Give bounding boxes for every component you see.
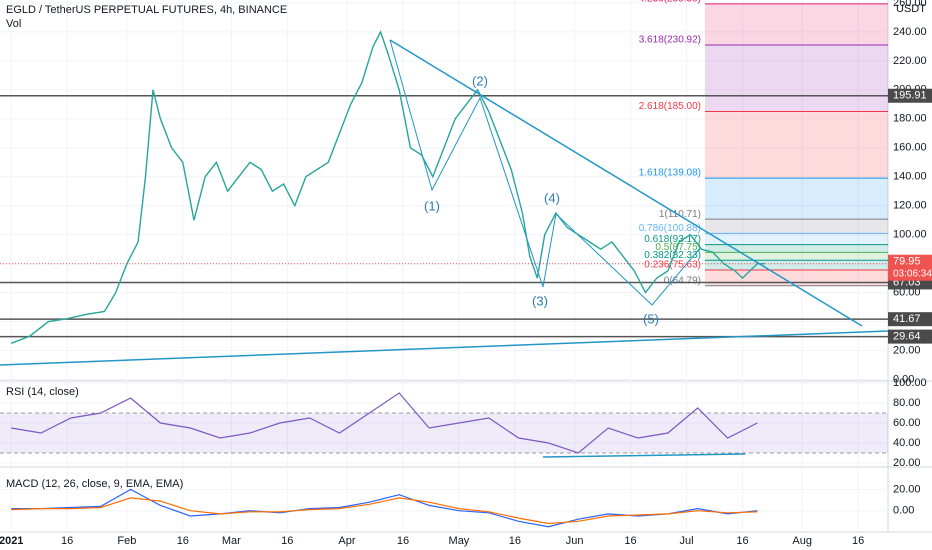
x-tick-label: Feb xyxy=(117,535,136,547)
x-tick-label: 16 xyxy=(397,535,409,547)
y-tick-label: 160.00 xyxy=(893,142,927,154)
fib-label: 1.618(139.08) xyxy=(639,168,701,179)
y-tick-label: 20.00 xyxy=(893,483,921,495)
rsi-band xyxy=(0,413,888,453)
level-label: 41.67 xyxy=(893,313,921,325)
y-tick-label: 100.00 xyxy=(893,229,927,241)
fib-zone xyxy=(705,45,888,112)
level-tag xyxy=(888,312,932,327)
x-tick-label: 16 xyxy=(509,535,521,547)
y-tick-label: 0.00 xyxy=(893,505,914,517)
wave-label: (5) xyxy=(643,311,659,326)
x-tick-label: 16 xyxy=(624,535,636,547)
y-tick-label: 120.00 xyxy=(893,200,927,212)
x-tick-label: 16 xyxy=(177,535,189,547)
level-label: 29.64 xyxy=(893,331,921,343)
y-tick-label: 180.00 xyxy=(893,113,927,125)
y-tick-label: 40.00 xyxy=(893,437,921,449)
x-tick-label: 2021 xyxy=(0,535,23,547)
y-tick-label: 60.00 xyxy=(893,287,921,299)
y-tick-label: 260.00 xyxy=(893,0,927,9)
fib-label: 1(110.71) xyxy=(659,209,701,220)
y-tick-label: 80.00 xyxy=(893,397,921,409)
wave-label: (1) xyxy=(424,198,440,213)
price-line xyxy=(10,30,765,344)
y-tick-label: 60.00 xyxy=(893,417,921,429)
fib-zone xyxy=(705,178,888,220)
y-tick-label: 240.00 xyxy=(893,26,927,38)
x-tick-label: Aug xyxy=(792,535,812,547)
x-tick-label: 16 xyxy=(736,535,748,547)
fib-zone xyxy=(705,260,888,270)
fib-zone xyxy=(705,233,888,245)
x-tick-label: Apr xyxy=(338,535,355,547)
level-tag xyxy=(888,329,932,344)
fib-zone xyxy=(705,252,888,261)
x-tick-label: Jun xyxy=(566,535,584,547)
level-label: 195.91 xyxy=(893,90,927,102)
trendline xyxy=(0,330,889,366)
level-tag xyxy=(888,88,932,103)
fib-zone xyxy=(705,111,888,179)
last-price-label: 79.95 xyxy=(893,256,921,268)
chart-title: EGLD / TetherUS PERPETUAL FUTURES, 4h, B… xyxy=(6,4,287,16)
trendline xyxy=(389,39,863,327)
fib-label: 0.236(75.63) xyxy=(644,260,701,271)
y-tick-label: 0.00 xyxy=(893,373,914,385)
fib-zone xyxy=(705,3,888,46)
y-tick-label: 100.00 xyxy=(893,377,927,389)
x-tick-label: 16 xyxy=(852,535,864,547)
rsi-title: RSI (14, close) xyxy=(6,386,79,398)
x-tick-label: 16 xyxy=(281,535,293,547)
y-tick-label: 220.00 xyxy=(893,55,927,67)
fib-zone xyxy=(705,219,888,234)
y-tick-label: 20.00 xyxy=(893,457,921,469)
x-tick-label: Jul xyxy=(679,535,693,547)
x-tick-label: Mar xyxy=(222,535,241,547)
countdown: 03:06:34 xyxy=(893,268,932,279)
y-tick-label: 20.00 xyxy=(893,344,921,356)
y-tick-label: 140.00 xyxy=(893,171,927,183)
wave-label: (2) xyxy=(472,73,488,88)
wave-label: (4) xyxy=(544,190,560,205)
fib-label: 0.382(82.33) xyxy=(644,250,701,261)
rsi-trendline xyxy=(542,453,746,458)
fib-label: 0.786(100.88) xyxy=(639,223,701,234)
last-price-tag xyxy=(888,254,932,281)
wave-label: (3) xyxy=(532,293,548,308)
fib-label: 2.618(185.00) xyxy=(639,101,701,112)
fib-label: 0.5(87.75) xyxy=(655,242,701,253)
indicator-line xyxy=(11,497,758,525)
fib-zone xyxy=(705,269,888,286)
fib-label: 0(64.79) xyxy=(664,275,701,286)
currency: USDT xyxy=(896,3,926,15)
x-tick-label: 16 xyxy=(61,535,73,547)
fib-label: 3.618(230.92) xyxy=(639,35,701,46)
fib-zone xyxy=(705,244,888,253)
macd-title: MACD (12, 26, close, 9, EMA, EMA) xyxy=(6,478,183,490)
x-tick-label: May xyxy=(449,535,470,547)
wave-line xyxy=(389,39,701,306)
fib-label: 4.236(259.30) xyxy=(639,0,701,5)
volume-label: Vol xyxy=(6,18,21,30)
fib-label: 0.618(93.17) xyxy=(644,234,701,245)
indicator-line xyxy=(11,392,758,454)
